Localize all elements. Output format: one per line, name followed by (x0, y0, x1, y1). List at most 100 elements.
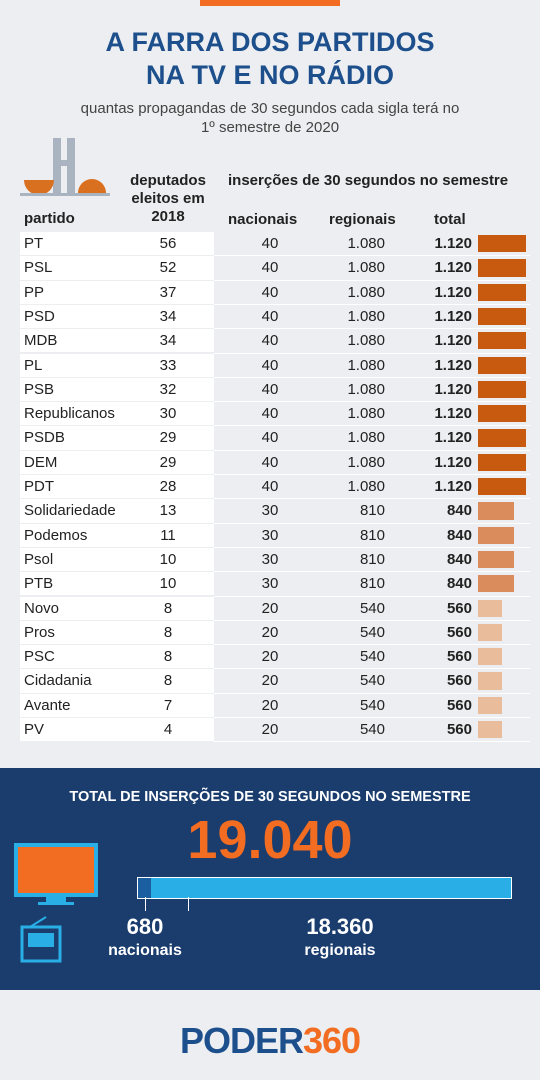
row-line (214, 328, 530, 330)
summary-tick (145, 897, 146, 911)
total-value: 840 (446, 575, 472, 593)
summary-value: 680 (126, 914, 164, 939)
deputados-value: 34 (159, 307, 177, 325)
bar (478, 575, 514, 593)
logo-left: PODER (179, 1020, 304, 1061)
deputados-value: 8 (163, 672, 173, 690)
summary-name: nacionais (108, 942, 182, 959)
total-value: 1.120 (434, 259, 472, 277)
category-label: Pros (24, 623, 55, 641)
row-bg (20, 426, 214, 450)
row-line (214, 644, 530, 646)
regionais-value: 1.080 (347, 453, 385, 471)
row-line (214, 619, 530, 621)
deputados-value: 32 (159, 380, 177, 398)
tv-icon (14, 843, 98, 905)
row-bg (20, 304, 214, 329)
summary-tick (188, 897, 190, 911)
deputados-value: 34 (159, 332, 177, 350)
row-line (214, 376, 530, 378)
nacionais-value: 20 (261, 599, 279, 617)
logo: PODER360 (0, 1020, 540, 1062)
radio-icon (20, 916, 62, 963)
category-label: PSB (24, 380, 55, 398)
total-value: 1.120 (434, 405, 472, 423)
total-value: 1.120 (434, 235, 472, 252)
row-bg (20, 693, 214, 717)
total-value: 560 (446, 696, 472, 714)
row-line (214, 474, 530, 475)
top-accent (200, 0, 340, 6)
category-label: Republicanos (24, 405, 115, 423)
nacionais-value: 40 (261, 307, 279, 325)
regionais-value: 1.080 (347, 356, 385, 374)
title: A FARRA DOS PARTIDOS NA TV E NO RÁDIO (105, 27, 435, 90)
regionais-value: 540 (359, 672, 385, 690)
regionais-value: 540 (359, 721, 385, 738)
bar (478, 380, 526, 399)
row-bg (20, 402, 214, 426)
row-line (214, 352, 530, 354)
total-value: 1.120 (434, 283, 472, 301)
row-bg (20, 645, 214, 669)
total-value: 560 (446, 648, 472, 666)
regionais-value: 1.080 (347, 478, 385, 495)
row-line (214, 692, 530, 694)
row-bg (20, 499, 214, 523)
bar (478, 332, 526, 350)
regionais-value: 810 (359, 550, 385, 568)
category-label: Avante (24, 696, 71, 714)
category-label: PT (24, 235, 44, 252)
subtitle: quantas propagandas de 30 segundos cada … (80, 100, 460, 136)
bar (478, 356, 526, 374)
regionais-value: 1.080 (347, 259, 385, 277)
row-line (214, 571, 530, 573)
regionais-value: 1.080 (347, 405, 385, 423)
nacionais-value: 30 (261, 575, 279, 593)
bar (478, 502, 514, 520)
row-line (214, 303, 530, 305)
category-label: PTB (24, 575, 54, 593)
total-value: 1.120 (434, 380, 472, 398)
regionais-value: 810 (359, 575, 385, 593)
regionais-value: 1.080 (347, 307, 385, 325)
total-value: 1.120 (434, 356, 472, 374)
row-line (214, 279, 530, 281)
total-value: 560 (446, 599, 472, 617)
row-line (214, 546, 530, 548)
total-value: 1.120 (434, 429, 472, 447)
nacionais-value: 30 (261, 502, 279, 520)
nacionais-value: 40 (261, 380, 279, 398)
row-bg (20, 280, 214, 304)
row-bg (20, 596, 214, 620)
category-label: PSD (24, 307, 55, 325)
row-bg (20, 718, 214, 742)
congress-icon (20, 138, 110, 196)
total-value: 560 (446, 672, 472, 690)
row-line (214, 255, 530, 257)
deputados-value: 13 (159, 502, 177, 520)
deputados-value: 52 (159, 259, 177, 277)
nacionais-value: 20 (261, 672, 279, 690)
bar (478, 429, 526, 447)
deputados-value: 10 (159, 575, 177, 593)
row-bg (20, 377, 214, 402)
bar (478, 648, 502, 666)
category-label: Cidadania (24, 672, 92, 690)
category-header: partido (24, 210, 75, 227)
row-bg (20, 256, 214, 280)
total-value: 840 (446, 502, 472, 520)
bar (478, 672, 502, 690)
deputados-value: 7 (163, 696, 173, 714)
row-bg (20, 232, 214, 256)
deputados-value: 29 (159, 429, 177, 447)
row-bg (20, 475, 214, 499)
category-label: Podemos (24, 526, 88, 544)
deputados-value: 10 (159, 550, 177, 568)
nacionais-value: 20 (261, 696, 279, 714)
row-bg (20, 523, 214, 547)
bar (478, 721, 502, 739)
nacionais-value: 20 (261, 721, 279, 738)
total-value: 1.120 (434, 478, 472, 495)
bar (478, 478, 526, 496)
